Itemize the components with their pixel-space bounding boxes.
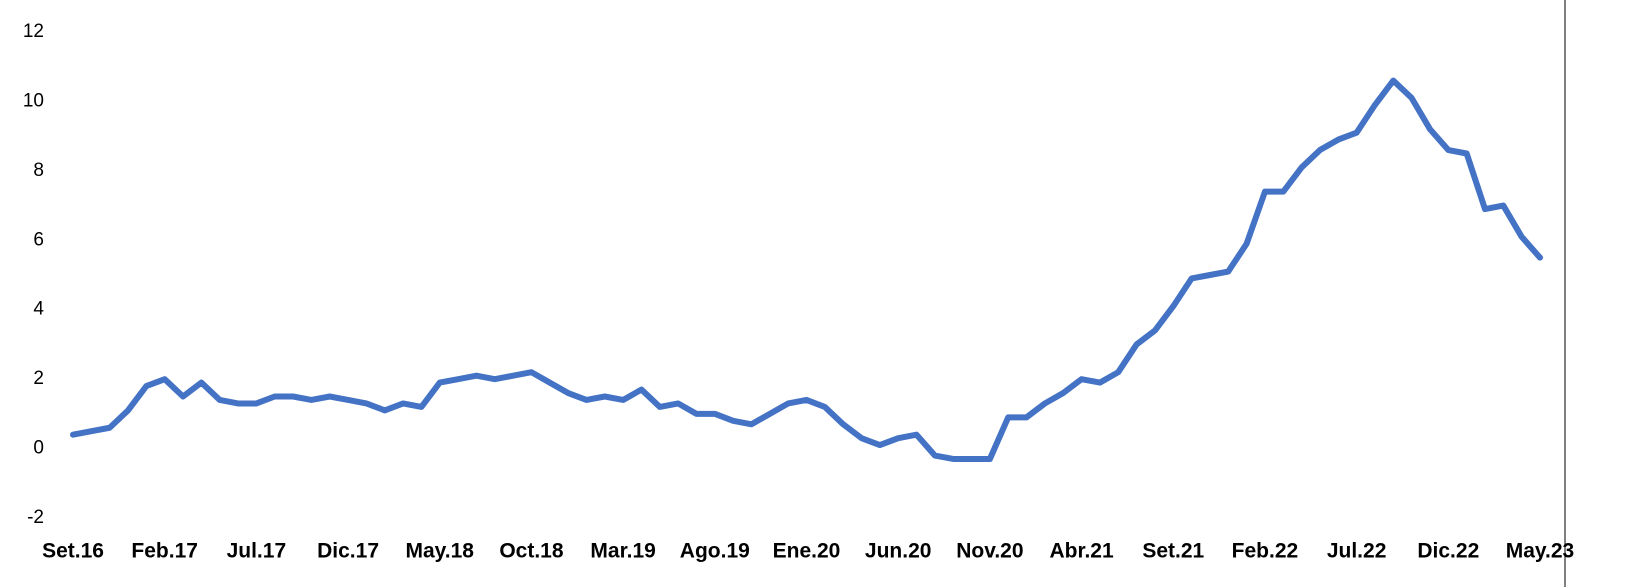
x-tick-label: Mar.19	[590, 540, 655, 563]
y-tick-label: 10	[23, 90, 44, 111]
y-tick-label: 12	[23, 21, 44, 42]
y-tick-label: 2	[33, 368, 44, 389]
x-tick-label: Jul.22	[1327, 540, 1387, 563]
y-tick-label: 6	[33, 229, 44, 250]
x-tick-label: Nov.20	[956, 540, 1023, 563]
x-tick-label: Ago.19	[680, 540, 750, 563]
data-line	[70, 77, 1543, 462]
x-tick-label: Dic.22	[1417, 540, 1479, 563]
x-tick-label: Ene.20	[773, 540, 841, 563]
x-tick-label: Set.16	[42, 540, 104, 563]
x-tick-label: Oct.18	[499, 540, 564, 563]
x-tick-label: Feb.17	[131, 540, 198, 563]
x-tick-label: Jun.20	[865, 540, 932, 563]
x-tick-label: May.23	[1506, 540, 1575, 563]
y-tick-label: 4	[33, 299, 44, 320]
y-tick-label: -2	[27, 507, 44, 528]
y-tick-label: 0	[33, 438, 44, 459]
x-tick-label: Set.21	[1142, 540, 1204, 563]
x-tick-label: Dic.17	[317, 540, 379, 563]
x-tick-label: Abr.21	[1049, 540, 1114, 563]
x-tick-label: May.18	[406, 540, 475, 563]
x-tick-label: Feb.22	[1232, 540, 1299, 563]
x-tick-label: Jul.17	[227, 540, 287, 563]
y-tick-label: 8	[33, 160, 44, 181]
